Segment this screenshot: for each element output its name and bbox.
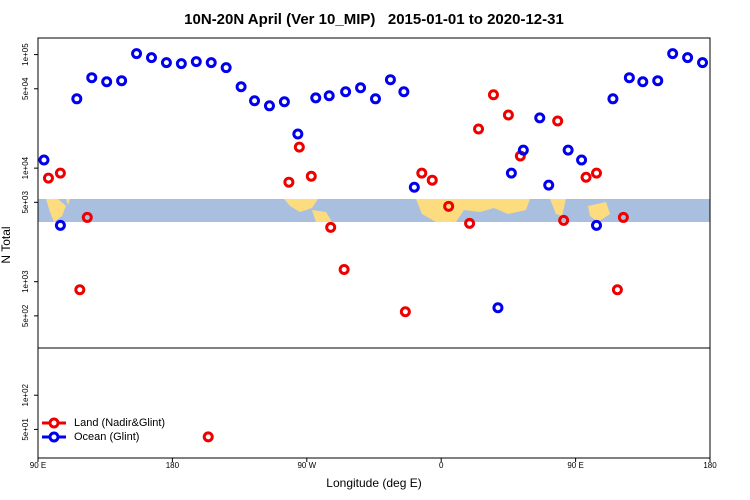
point bbox=[160, 57, 172, 69]
point bbox=[617, 211, 629, 223]
y-tick-label: 1e+02 bbox=[21, 383, 30, 406]
x-tick-label: 90 W bbox=[297, 461, 316, 470]
point bbox=[464, 217, 476, 229]
point bbox=[340, 86, 352, 98]
point bbox=[71, 93, 83, 105]
point bbox=[576, 154, 588, 166]
point bbox=[492, 302, 504, 314]
point bbox=[611, 284, 623, 296]
y-tick-label: 5e+01 bbox=[21, 418, 30, 441]
y-tick-label: 1e+05 bbox=[21, 43, 30, 66]
point bbox=[81, 211, 93, 223]
point bbox=[487, 89, 499, 101]
y-tick-label: 5e+02 bbox=[21, 304, 30, 327]
point bbox=[534, 112, 546, 124]
x-tick-label: 180 bbox=[166, 461, 180, 470]
point bbox=[278, 96, 290, 108]
point bbox=[408, 181, 420, 193]
point bbox=[220, 62, 232, 74]
chart-title: 10N-20N April (Ver 10_MIP) 2015-01-01 to… bbox=[184, 11, 564, 28]
legend-marker bbox=[48, 431, 60, 443]
point bbox=[591, 167, 603, 179]
point bbox=[607, 93, 619, 105]
legend: Land (Nadir&Glint) Ocean (Glint) bbox=[42, 417, 165, 443]
point bbox=[637, 76, 649, 88]
point bbox=[355, 82, 367, 94]
x-tick-label: 90 E bbox=[567, 461, 583, 470]
point bbox=[42, 172, 54, 184]
point bbox=[323, 90, 335, 102]
point bbox=[562, 144, 574, 156]
point bbox=[292, 128, 304, 140]
point bbox=[667, 48, 679, 60]
point bbox=[175, 58, 187, 70]
point bbox=[426, 174, 438, 186]
point bbox=[591, 219, 603, 231]
point bbox=[310, 92, 322, 104]
point bbox=[443, 200, 455, 212]
legend-label: Land (Nadir&Glint) bbox=[74, 417, 165, 429]
point bbox=[54, 219, 66, 231]
point bbox=[145, 52, 157, 64]
point bbox=[652, 75, 664, 87]
point bbox=[517, 144, 529, 156]
legend-label: Ocean (Glint) bbox=[74, 431, 139, 443]
x-tick-label: 180 bbox=[703, 461, 717, 470]
point bbox=[293, 141, 305, 153]
point bbox=[38, 154, 50, 166]
point bbox=[580, 171, 592, 183]
x-tick-label: 0 bbox=[439, 461, 444, 470]
point bbox=[305, 170, 317, 182]
point bbox=[416, 167, 428, 179]
point bbox=[86, 72, 98, 84]
y-tick-label: 1e+04 bbox=[21, 156, 30, 179]
point bbox=[263, 100, 275, 112]
point bbox=[552, 115, 564, 127]
point bbox=[205, 57, 217, 69]
point bbox=[697, 57, 709, 69]
point bbox=[543, 179, 555, 191]
map-strip bbox=[38, 199, 710, 222]
legend-marker bbox=[48, 417, 60, 429]
point bbox=[283, 176, 295, 188]
plot-frame bbox=[37, 37, 711, 459]
y-tick-label: 5e+04 bbox=[21, 77, 30, 100]
point bbox=[249, 95, 261, 107]
point bbox=[558, 214, 570, 226]
y-axis-label: N Total bbox=[0, 226, 13, 263]
x-axis-label: Longitude (deg E) bbox=[326, 476, 421, 490]
point bbox=[338, 264, 350, 276]
point bbox=[325, 221, 337, 233]
point bbox=[398, 86, 410, 98]
point bbox=[101, 76, 113, 88]
point bbox=[202, 431, 214, 443]
point bbox=[235, 81, 247, 93]
point bbox=[505, 167, 517, 179]
y-tick-label: 1e+03 bbox=[21, 270, 30, 293]
point bbox=[54, 167, 66, 179]
point bbox=[682, 52, 694, 64]
y-tick-label: 5e+03 bbox=[21, 191, 30, 214]
point bbox=[473, 123, 485, 135]
point bbox=[116, 75, 128, 87]
point bbox=[623, 72, 635, 84]
point bbox=[131, 48, 143, 60]
point bbox=[190, 56, 202, 68]
x-tick-label: 90 E bbox=[30, 461, 46, 470]
point bbox=[399, 306, 411, 318]
point bbox=[74, 284, 86, 296]
point bbox=[369, 93, 381, 105]
point bbox=[502, 109, 514, 121]
point bbox=[384, 74, 396, 86]
